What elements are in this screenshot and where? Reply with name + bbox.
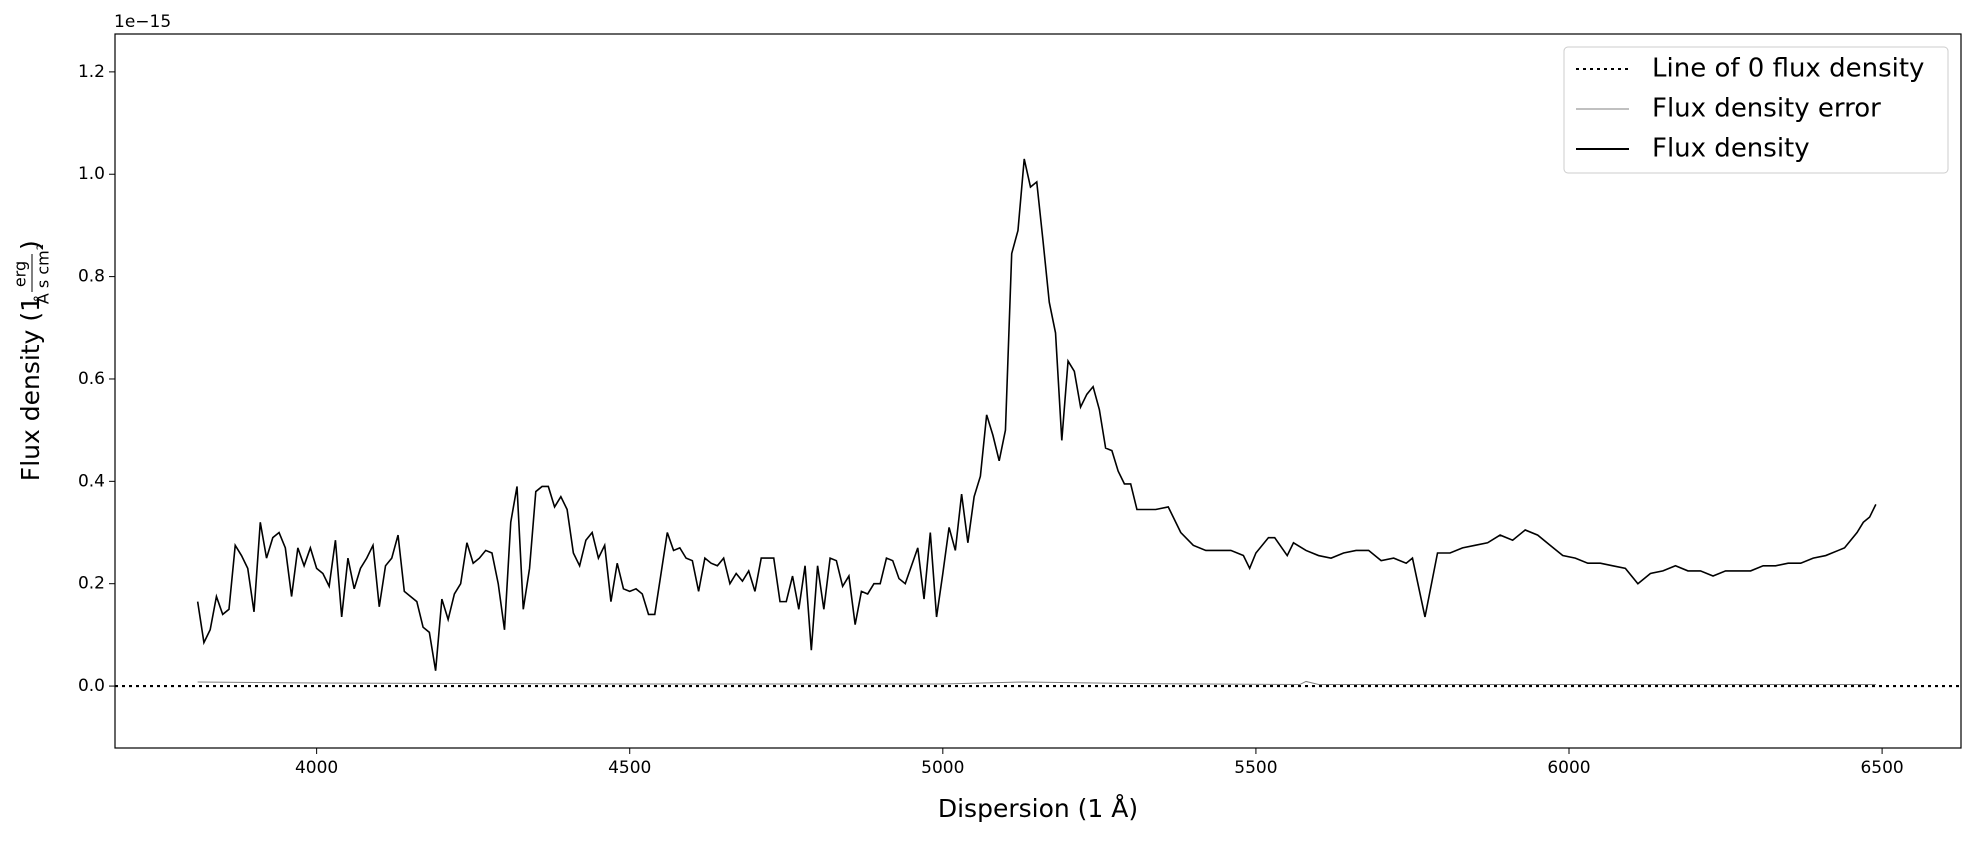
x-tick-label: 6500 — [1860, 758, 1903, 778]
y-tick-label: 0.2 — [78, 574, 105, 594]
y-label-denominator: Å s cm² — [34, 244, 53, 304]
y-tick-label: 0.0 — [78, 676, 105, 696]
legend-label: Flux density error — [1652, 94, 1881, 124]
y-tick-label: 0.8 — [78, 267, 105, 287]
x-tick-label: 5500 — [1234, 758, 1277, 778]
y-tick-label: 0.4 — [78, 471, 105, 491]
y-axis-label: Flux density (1 erg Å s cm² ) — [11, 240, 53, 481]
y-label-text: Flux density (1 — [16, 296, 45, 481]
spectrum-line — [196, 158, 1877, 671]
x-axis-label: Dispersion (1 Å) — [938, 794, 1138, 823]
legend-label: Flux density — [1652, 134, 1810, 164]
spectrum-line — [197, 680, 1876, 686]
y-label-close: ) — [16, 240, 45, 250]
x-tick-label: 5000 — [921, 758, 964, 778]
legend-box — [1563, 46, 1949, 174]
y-tick-label: 1.0 — [78, 164, 105, 184]
x-tick-label: 6000 — [1547, 758, 1590, 778]
offset-label: 1e−15 — [114, 12, 171, 32]
plot-frame — [114, 33, 1962, 749]
x-tick-label: 4000 — [295, 758, 338, 778]
y-tick-label: 1.2 — [78, 62, 105, 82]
legend-label: Line of 0 flux density — [1652, 54, 1924, 84]
y-tick-label: 0.6 — [78, 369, 105, 389]
y-label-numerator: erg — [11, 261, 30, 287]
x-tick-label: 4500 — [608, 758, 651, 778]
